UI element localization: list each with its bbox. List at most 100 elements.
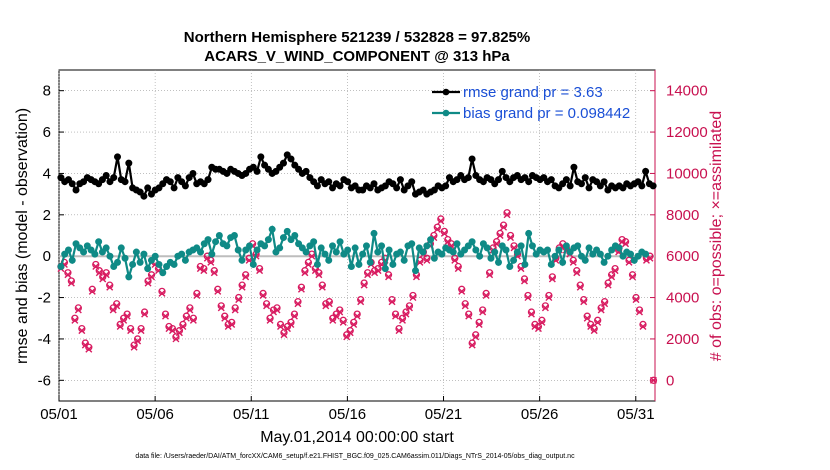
obs-assimilated-point	[325, 300, 333, 308]
bias-series-point	[396, 248, 404, 256]
obs-assimilated-point	[629, 273, 637, 281]
rmse-series-point	[649, 182, 657, 190]
bias-series-point	[562, 242, 570, 250]
rmse-series-point	[313, 182, 321, 190]
y-left-tick-label: 0	[43, 248, 51, 265]
bias-series-point	[64, 246, 72, 254]
bias-series-point	[419, 248, 427, 256]
bias-series-point	[551, 252, 559, 260]
obs-assimilated-point	[364, 271, 372, 279]
obs-assimilated-point	[454, 265, 462, 273]
y-right-tick-label: 6000	[666, 248, 699, 265]
bias-series-point	[427, 236, 435, 244]
rmse-series-point	[442, 182, 450, 190]
bias-series-point	[494, 258, 502, 266]
obs-assimilated-point	[95, 269, 103, 277]
obs-assimilated-point	[527, 310, 535, 318]
obs-assimilated-point	[78, 327, 86, 335]
y-right-tick-label: 12000	[666, 124, 708, 141]
bias-series-point	[159, 269, 167, 277]
obs-assimilated-point	[371, 269, 379, 277]
rmse-series-point	[189, 169, 197, 177]
bias-series-point	[559, 258, 567, 266]
bias-series-point	[325, 256, 333, 264]
rmse-series-point	[114, 153, 122, 161]
bias-series-point	[121, 254, 129, 262]
obs-assimilated-point	[636, 308, 643, 316]
bias-series-point	[181, 256, 189, 264]
bias-series-point	[102, 244, 110, 252]
bias-series-point	[513, 248, 521, 256]
y-right-tick-label: 8000	[666, 207, 699, 224]
bias-series-point	[506, 263, 514, 271]
obs-assimilated-point	[468, 341, 476, 349]
obs-assimilated-point	[500, 223, 508, 231]
rmse-series-point	[121, 178, 129, 186]
obs-assimilated-point	[402, 310, 410, 318]
obs-assimilated-point	[465, 312, 473, 320]
y-left-tick-label: -4	[38, 331, 51, 348]
obs-assimilated-point	[148, 273, 156, 281]
obs-assimilated-point	[433, 225, 441, 233]
obs-assimilated-point	[207, 258, 215, 266]
obs-assimilated-point	[242, 273, 250, 281]
bias-series-point	[95, 238, 103, 246]
bias-series-point	[170, 260, 178, 268]
y-left-tick-label: 2	[43, 207, 51, 224]
rmse-series-point	[125, 159, 133, 167]
obs-assimilated-point	[649, 376, 657, 384]
obs-assimilated-point	[507, 234, 515, 242]
bias-series-point	[344, 246, 352, 254]
y-left-tick-label: -6	[38, 372, 51, 389]
bias-series-point	[547, 260, 555, 268]
bias-series-point	[378, 242, 386, 250]
bias-series-point	[408, 240, 416, 248]
obs-assimilated-point	[165, 325, 173, 333]
bias-series-point	[291, 232, 299, 239]
bias-series-point	[517, 242, 525, 250]
bias-series-point	[385, 246, 393, 254]
bias-series-point	[389, 260, 397, 268]
obs-assimilated-point	[186, 306, 194, 314]
x-axis-label: May.01,2014 00:00:00 start	[260, 429, 454, 446]
obs-assimilated-point	[357, 298, 365, 306]
rmse-series-point	[468, 155, 476, 163]
obs-assimilated-point	[304, 260, 312, 268]
obs-assimilated-point	[458, 287, 466, 295]
obs-assimilated-point	[611, 267, 619, 275]
obs-assimilated-point	[576, 283, 584, 291]
bias-series-point	[400, 256, 408, 264]
bias-series-point	[204, 236, 212, 244]
bias-series-point	[253, 246, 261, 254]
obs-assimilated-point	[266, 316, 274, 324]
bias-series-point	[581, 256, 589, 264]
bias-series-point	[117, 244, 125, 252]
plot-frame	[58, 69, 656, 402]
bias-series-point	[261, 242, 269, 250]
obs-assimilated-point	[475, 320, 483, 328]
obs-assimilated-point	[346, 329, 354, 337]
bias-series-point	[125, 273, 133, 281]
obs-assimilated-point	[405, 304, 413, 312]
bias-series-point	[468, 238, 476, 246]
rmse-series-point	[170, 184, 178, 192]
obs-assimilated-point	[642, 256, 650, 264]
obs-assimilated-point	[259, 291, 267, 299]
chart-title-line-1: Northern Hemisphere 521239 / 532828 = 97…	[184, 29, 530, 46]
obs-assimilated-point	[534, 325, 542, 333]
obs-assimilated-point	[608, 273, 616, 281]
obs-assimilated-point	[541, 304, 549, 312]
obs-assimilated-point	[256, 267, 264, 275]
bias-series-point	[472, 246, 480, 254]
y-axis-right-label: # of obs: o=possible; ×=assimilated	[708, 111, 725, 361]
obs-assimilated-point	[161, 312, 169, 320]
obs-assimilated-point	[472, 333, 480, 341]
bias-series-point	[215, 232, 223, 239]
obs-assimilated-point	[496, 232, 504, 239]
bias-series-point	[313, 260, 321, 268]
obs-assimilated-point	[144, 279, 152, 287]
obs-assimilated-point	[277, 323, 284, 331]
obs-assimilated-point	[189, 316, 197, 324]
bias-series-point	[68, 256, 76, 264]
bias-series-point	[132, 248, 140, 256]
